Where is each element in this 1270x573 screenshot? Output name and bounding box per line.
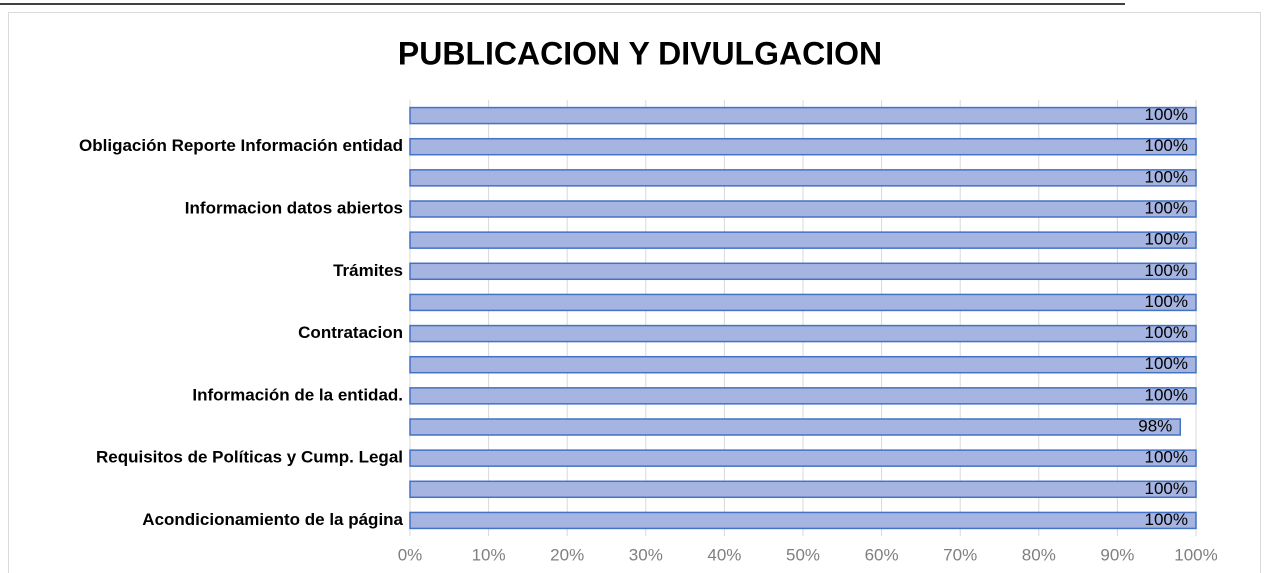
y-tick-label: Obligación Reporte Información entidad [79,136,403,155]
x-tick-label: 60% [865,545,899,564]
value-label: 100% [1145,479,1188,498]
bar [409,324,1197,343]
bar [409,200,1197,218]
x-tick-label: 0% [398,545,423,564]
bar [409,262,1197,281]
bar [409,449,1197,467]
x-tick-label: 50% [786,545,820,564]
x-tick-label: 10% [472,545,506,564]
x-tick-label: 30% [629,545,663,564]
x-tick-label: 80% [1022,545,1056,564]
bar [409,137,1197,156]
bar [409,480,1197,499]
bar [409,511,1197,530]
value-label: 100% [1145,105,1188,124]
x-tick-label: 20% [550,545,584,564]
value-label: 100% [1145,198,1188,217]
value-label: 100% [1145,385,1188,404]
bar [409,293,1197,312]
value-label: 100% [1145,323,1188,342]
bar [409,355,1197,374]
value-label: 100% [1145,292,1188,311]
y-tick-label: Contratacion [298,323,403,342]
y-tick-label: Informacion datos abiertos [185,198,403,217]
value-label: 100% [1145,261,1188,280]
bar [409,387,1197,405]
bars [409,106,1197,530]
value-label: 100% [1145,354,1188,373]
bar [409,106,1197,125]
chart-title: PUBLICACION Y DIVULGACION [398,35,882,71]
value-label: 100% [1145,167,1188,186]
x-tick-label: 100% [1174,545,1217,564]
value-label: 100% [1145,448,1188,467]
bar [409,169,1197,187]
value-label: 100% [1145,230,1188,249]
x-tick-label: 40% [707,545,741,564]
y-tick-label: Requisitos de Políticas y Cump. Legal [96,448,403,467]
y-tick-label: Trámites [333,261,403,280]
value-label: 100% [1145,510,1188,529]
bar [409,418,1182,436]
x-tick-label: 90% [1100,545,1134,564]
chart-frame [8,12,1261,573]
value-label: 98% [1138,416,1172,435]
x-tick-label: 70% [943,545,977,564]
value-label: 100% [1145,136,1188,155]
y-tick-label: Información de la entidad. [192,385,403,404]
y-tick-label: Acondicionamiento de la página [142,510,403,529]
bar [409,231,1197,249]
